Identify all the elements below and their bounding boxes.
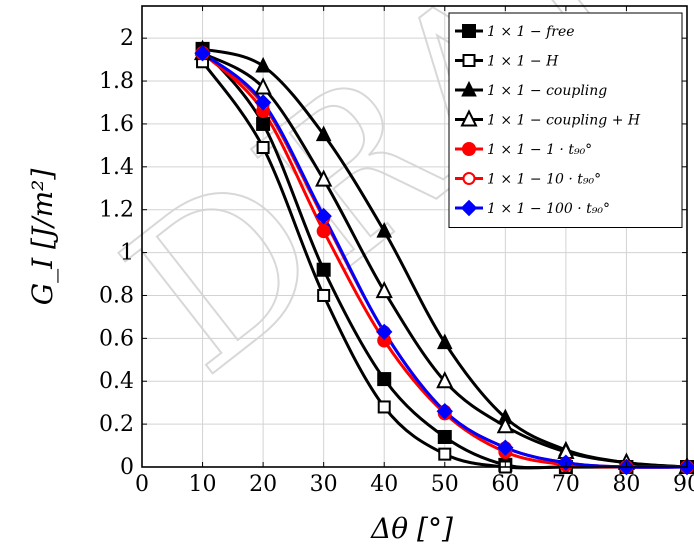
- y-tick-label: 0.2: [99, 412, 134, 437]
- legend-marker: [460, 109, 478, 127]
- y-tick-label: 1.8: [99, 69, 134, 94]
- x-axis-label: Δθ [°]: [370, 512, 453, 545]
- data-point-series-4: [436, 370, 454, 389]
- y-tick-label: 0.4: [99, 369, 134, 394]
- x-tick-label: 0: [135, 472, 149, 497]
- data-point-series-2: [438, 447, 452, 461]
- legend-label: 1 × 1 − 100 · t₉₀°: [487, 201, 610, 217]
- data-point-series-7: [315, 207, 332, 225]
- y-tick-label: 1.4: [99, 155, 134, 180]
- data-point-series-3: [255, 56, 271, 73]
- y-tick-label: 0.8: [99, 283, 134, 308]
- data-point-series-4: [375, 280, 393, 299]
- y-tick-label: 1: [120, 241, 134, 266]
- data-point-series-7: [376, 323, 393, 341]
- legend-label: 1 × 1 − H: [487, 54, 559, 70]
- data-point-series-1: [377, 372, 392, 387]
- legend-label: 1 × 1 − coupling + H: [487, 113, 641, 129]
- data-point-series-3: [436, 333, 453, 350]
- x-tick-label: 30: [310, 472, 338, 497]
- data-point-series-7: [194, 44, 211, 62]
- x-tick-label: 20: [249, 472, 277, 497]
- y-tick-label: 1.6: [99, 112, 134, 137]
- y-tick-label: 0: [120, 455, 134, 480]
- legend-box: [448, 12, 683, 228]
- plot-frame: [141, 5, 688, 468]
- series-line-7: [201, 51, 688, 469]
- data-point-series-2: [377, 400, 391, 414]
- legend-marker: [462, 24, 476, 38]
- x-tick-label: 80: [612, 472, 640, 497]
- legend-label: 1 × 1 − coupling: [487, 83, 607, 99]
- legend-label: 1 × 1 − free: [487, 24, 575, 40]
- legend-marker: [460, 199, 478, 217]
- data-point-series-2: [317, 288, 331, 302]
- x-tick-label: 10: [189, 472, 217, 497]
- y-tick-label: 2: [120, 26, 134, 51]
- legend-marker: [462, 172, 476, 185]
- legend-marker: [462, 54, 476, 67]
- data-point-series-4: [254, 77, 272, 95]
- data-point-series-1: [437, 429, 452, 444]
- legend-marker: [461, 80, 477, 97]
- data-point-series-7: [254, 94, 272, 111]
- legend-label: 1 × 1 − 1 · t₉₀°: [487, 142, 592, 158]
- x-tick-label: 90: [673, 472, 694, 497]
- axis-ticks: 0 10 20 30 40 50 60 70 80 90 0 0.2 0.4 0.6 0.8 1 1.2 1.4 1…: [99, 6, 694, 497]
- data-point-series-3: [376, 222, 393, 238]
- y-axis-label: G_I [J/m²]: [26, 169, 59, 306]
- x-tick-label: 40: [370, 472, 398, 497]
- data-point-series-1: [316, 262, 331, 277]
- y-tick-label: 0.6: [99, 326, 134, 351]
- data-point-series-2: [256, 141, 270, 155]
- legend-label: 1 × 1 − 10 · t₉₀°: [487, 172, 601, 188]
- legend-marker: [462, 142, 476, 156]
- x-tick-label: 60: [491, 472, 519, 497]
- y-tick-label: 1.2: [99, 198, 134, 223]
- x-tick-label: 70: [552, 472, 580, 497]
- series-line-4: [201, 51, 688, 469]
- legend: 1 × 1 − free 1 × 1 − H 1 × 1 − coupling 1 ×…: [448, 12, 683, 228]
- x-tick-label: 50: [431, 472, 459, 497]
- series-markers: [193, 39, 694, 476]
- data-point-series-1: [256, 116, 271, 131]
- data-point-series-4: [496, 416, 514, 434]
- data-point-series-4: [315, 169, 333, 187]
- data-point-series-7: [436, 403, 453, 420]
- data-point-series-3: [315, 125, 332, 142]
- data-point-series-7: [497, 439, 514, 456]
- data-point-series-5: [316, 224, 331, 239]
